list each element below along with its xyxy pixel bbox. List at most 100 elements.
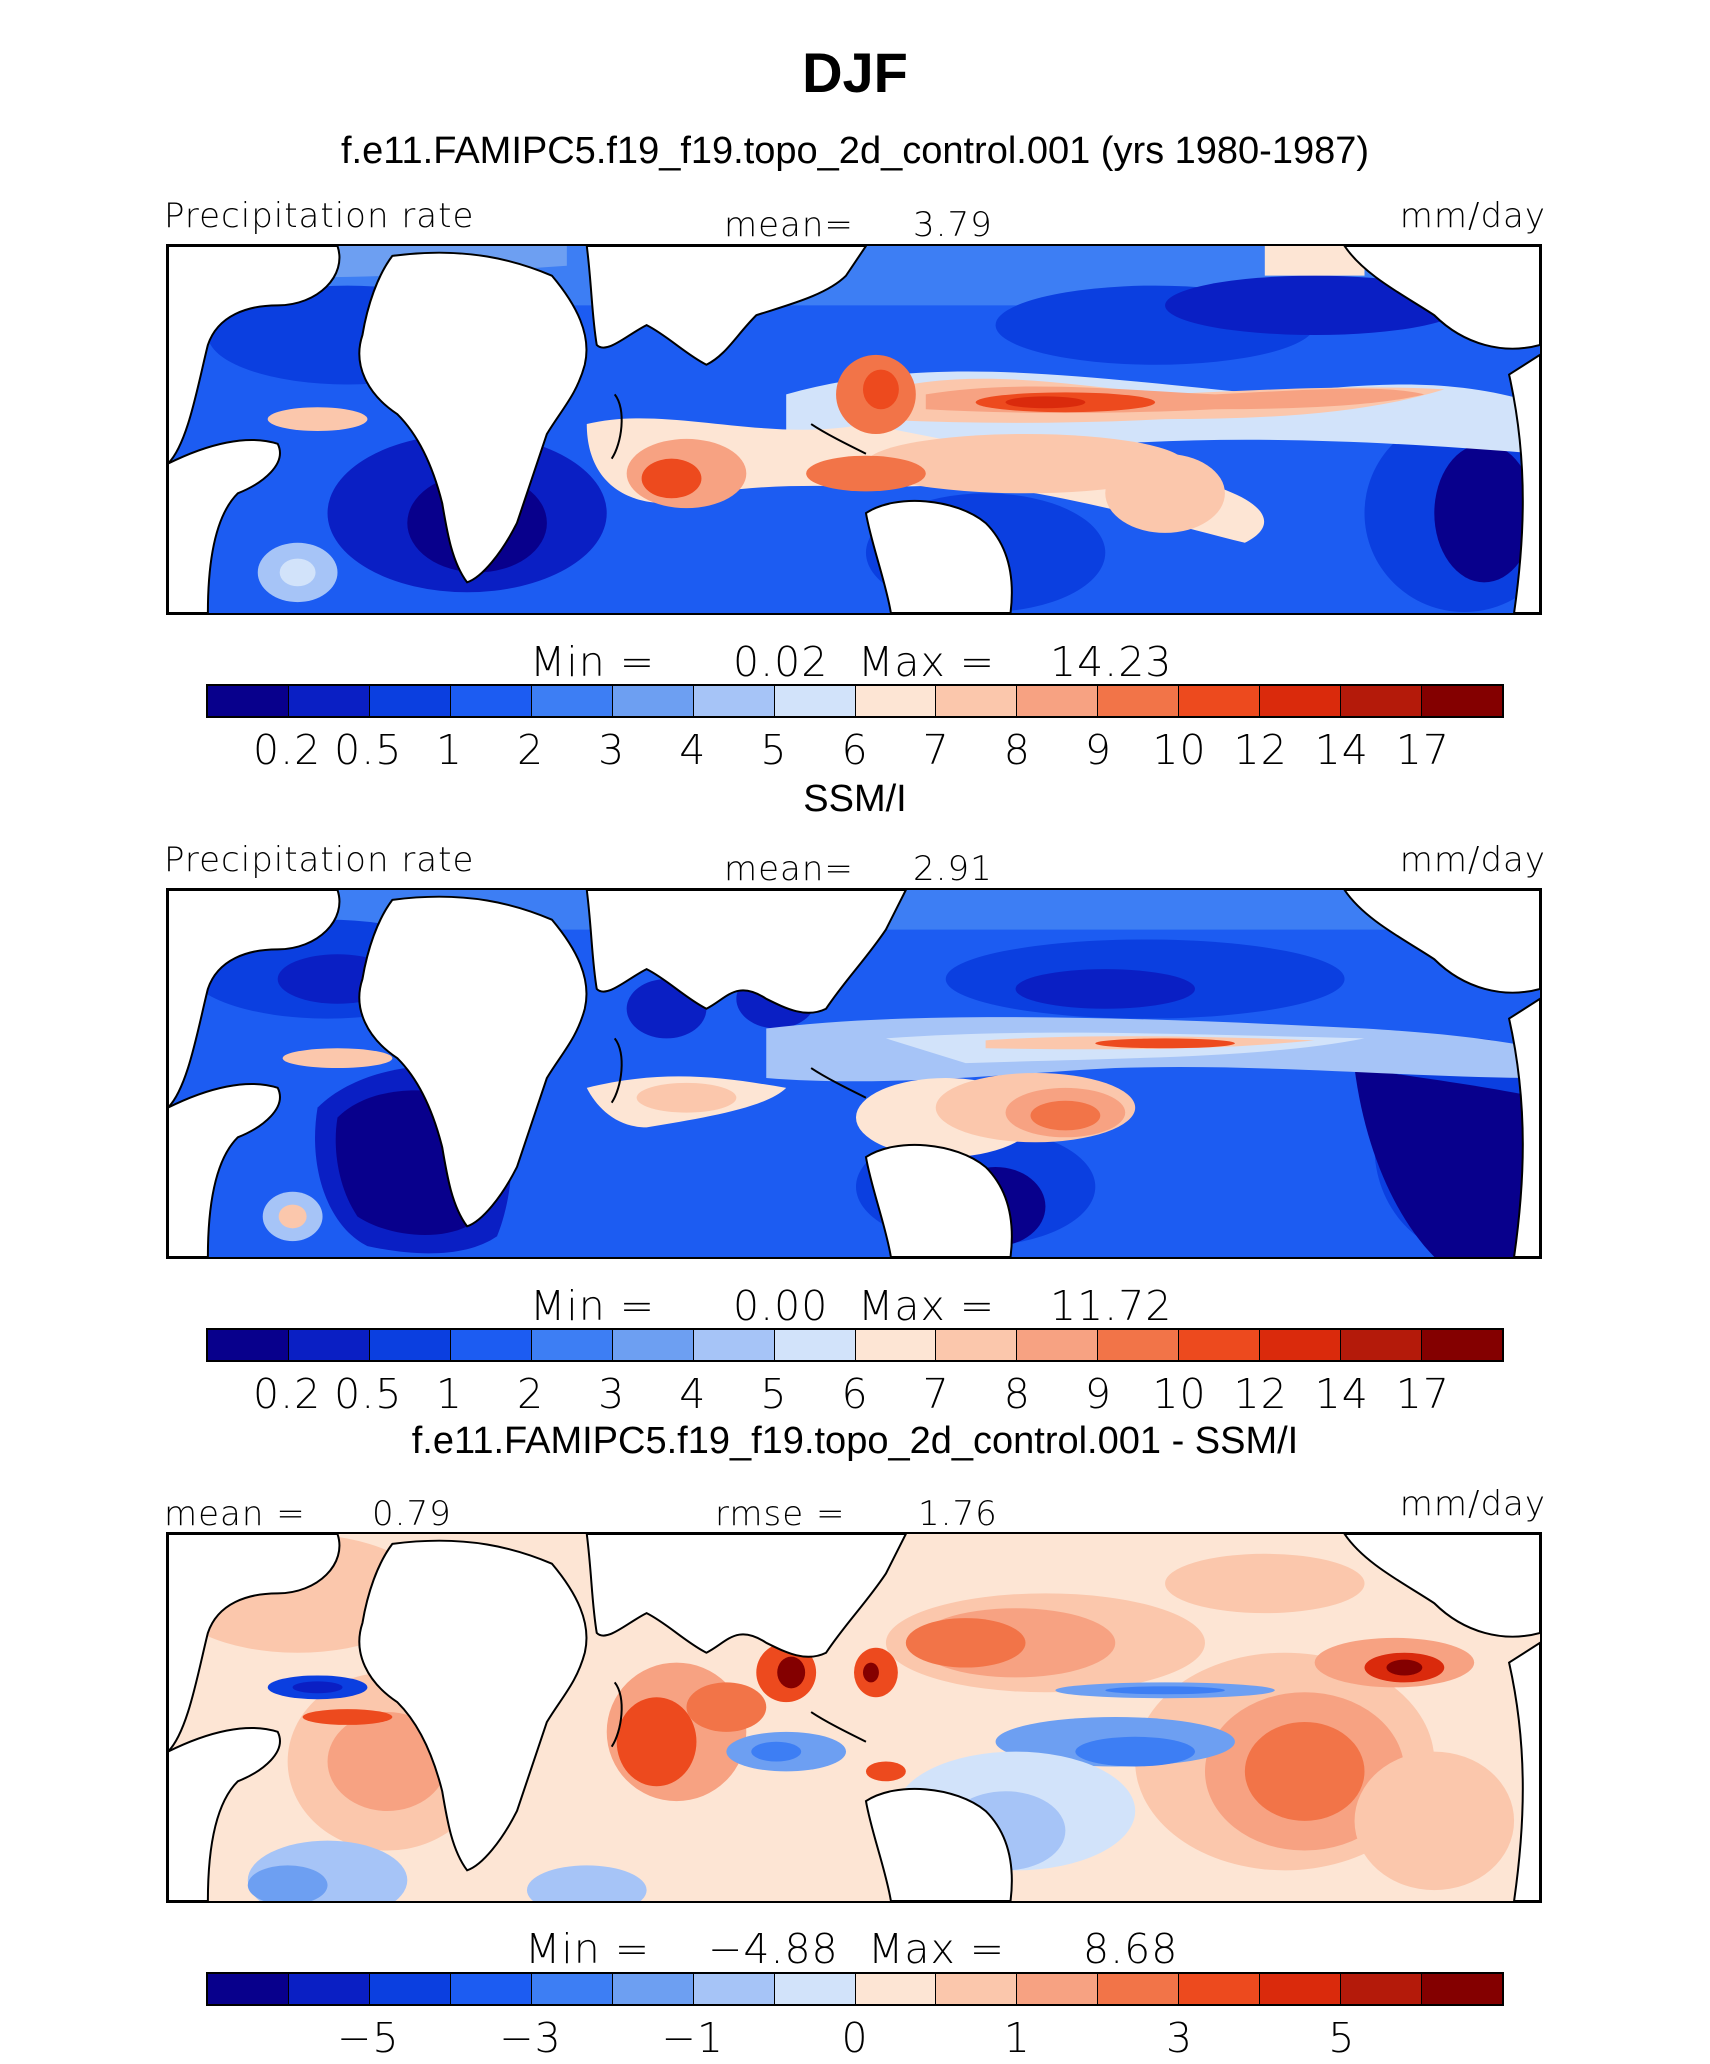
- panel3-title: f.e11.FAMIPC5.f19_f19.topo_2d_control.00…: [411, 1420, 1299, 1462]
- colorbar-swatch: [936, 1330, 1018, 1360]
- panel2-mean-value: 2.91: [913, 849, 993, 889]
- colorbar-tick-label: 5: [1328, 2014, 1356, 2062]
- colorbar-swatch: [1017, 1330, 1099, 1360]
- panel3-mean-value: 0.79: [372, 1494, 452, 1534]
- colorbar-swatch: [855, 1330, 937, 1360]
- colorbar-swatch: [531, 686, 613, 716]
- panel3-units: mm/day: [1399, 1484, 1546, 1524]
- panel2-max-label: Max =: [858, 1282, 996, 1330]
- colorbar-swatch: [774, 1974, 856, 2004]
- panel1-map-field: [168, 246, 1540, 613]
- main-title: DJF: [802, 41, 908, 104]
- colorbar-tick-label: 6: [841, 726, 869, 774]
- colorbar-swatch: [1341, 1330, 1423, 1360]
- colorbar-tick-label: 5: [760, 1370, 788, 1418]
- colorbar-tick-label: 2: [516, 726, 545, 774]
- colorbar-tick-label: −5: [337, 2014, 400, 2062]
- panel3-rmse-label: rmse =: [715, 1494, 846, 1534]
- colorbar-swatch: [693, 1330, 775, 1360]
- colorbar-tick-label: 17: [1395, 1370, 1450, 1418]
- panel3-rmse-value: 1.76: [918, 1494, 998, 1534]
- colorbar-swatch: [1260, 1974, 1342, 2004]
- colorbar-swatch: [208, 1974, 289, 2004]
- colorbar-swatch: [369, 1974, 451, 2004]
- colorbar-swatch: [936, 1974, 1018, 2004]
- colorbar-swatch: [369, 1330, 451, 1360]
- colorbar-tick-label: 0.5: [334, 726, 403, 774]
- colorbar-swatch: [1098, 686, 1180, 716]
- colorbar-tick-label: −1: [661, 2014, 724, 2062]
- colorbar-swatch: [774, 686, 856, 716]
- colorbar-swatch: [693, 686, 775, 716]
- panel2-map: [166, 888, 1542, 1259]
- colorbar-tick-label: 14: [1314, 726, 1369, 774]
- colorbar-swatch: [774, 1330, 856, 1360]
- panel1-map: [166, 244, 1542, 615]
- colorbar-tick-label: 5: [760, 726, 788, 774]
- panel3-min-value: −4.88: [708, 1925, 839, 1973]
- colorbar-swatch: [1179, 686, 1261, 716]
- colorbar-tick-label: 1: [435, 1370, 463, 1418]
- colorbar-tick-label: 0.2: [253, 1370, 322, 1418]
- panel3-map: [166, 1532, 1542, 1903]
- colorbar-tick-label: 10: [1152, 726, 1207, 774]
- panel3-map-field: [168, 1534, 1540, 1901]
- colorbar-tick-label: 12: [1233, 726, 1288, 774]
- colorbar-tick-label: 1: [435, 726, 463, 774]
- panel3-colorbar: [206, 1972, 1504, 2006]
- colorbar-swatch: [369, 686, 451, 716]
- colorbar-swatch: [612, 686, 694, 716]
- colorbar-swatch: [936, 686, 1018, 716]
- colorbar-swatch: [1422, 686, 1502, 716]
- colorbar-tick-label: 4: [679, 726, 707, 774]
- colorbar-tick-label: 7: [922, 726, 950, 774]
- colorbar-tick-label: 9: [1084, 726, 1112, 774]
- panel3-max-value: 8.68: [1083, 1925, 1179, 1973]
- colorbar-swatch: [1017, 1974, 1099, 2004]
- colorbar-swatch: [450, 1330, 532, 1360]
- colorbar-swatch: [855, 1974, 937, 2004]
- panel1-mean-value: 3.79: [913, 205, 993, 245]
- panel2-colorbar: [206, 1328, 1504, 1362]
- colorbar-swatch: [1341, 686, 1423, 716]
- panel1-title: f.e11.FAMIPC5.f19_f19.topo_2d_control.00…: [340, 130, 1370, 172]
- colorbar-swatch: [693, 1974, 775, 2004]
- colorbar-tick-label: 14: [1314, 1370, 1369, 1418]
- colorbar-tick-label: 4: [679, 1370, 707, 1418]
- panel1-min-label: Min =: [530, 638, 656, 686]
- colorbar-tick-label: 3: [598, 1370, 626, 1418]
- colorbar-tick-label: 0: [841, 2014, 869, 2062]
- colorbar-swatch: [1179, 1330, 1261, 1360]
- colorbar-tick-label: 6: [841, 1370, 869, 1418]
- colorbar-tick-label: 9: [1084, 1370, 1112, 1418]
- colorbar-swatch: [1098, 1974, 1180, 2004]
- colorbar-swatch: [1098, 1330, 1180, 1360]
- panel3-max-label: Max =: [868, 1925, 1006, 1973]
- colorbar-tick-label: −3: [499, 2014, 562, 2062]
- panel1-min-value: 0.02: [733, 638, 829, 686]
- colorbar-swatch: [1260, 686, 1342, 716]
- colorbar-swatch: [208, 1330, 289, 1360]
- colorbar-tick-label: 17: [1395, 726, 1450, 774]
- colorbar-swatch: [208, 686, 289, 716]
- colorbar-swatch: [1179, 1974, 1261, 2004]
- colorbar-swatch: [1422, 1974, 1502, 2004]
- colorbar-tick-label: 0.2: [253, 726, 322, 774]
- colorbar-swatch: [288, 1974, 370, 2004]
- colorbar-tick-label: 12: [1233, 1370, 1288, 1418]
- colorbar-tick-label: 3: [598, 726, 626, 774]
- panel3-min-label: Min =: [525, 1925, 651, 1973]
- colorbar-tick-label: 1: [1003, 2014, 1031, 2062]
- panel1-units: mm/day: [1399, 196, 1546, 236]
- panel3-mean-label: mean =: [164, 1494, 306, 1534]
- colorbar-swatch: [531, 1974, 613, 2004]
- colorbar-swatch: [1017, 686, 1099, 716]
- panel2-max-value: 11.72: [1050, 1282, 1173, 1330]
- colorbar-tick-label: 3: [1165, 2014, 1194, 2062]
- panel1-max-value: 14.23: [1050, 638, 1173, 686]
- panel2-variable-label: Precipitation rate: [164, 840, 475, 880]
- colorbar-tick-label: 7: [922, 1370, 950, 1418]
- panel2-title: SSM/I: [803, 778, 907, 820]
- panel2-min-label: Min =: [530, 1282, 656, 1330]
- colorbar-swatch: [1260, 1330, 1342, 1360]
